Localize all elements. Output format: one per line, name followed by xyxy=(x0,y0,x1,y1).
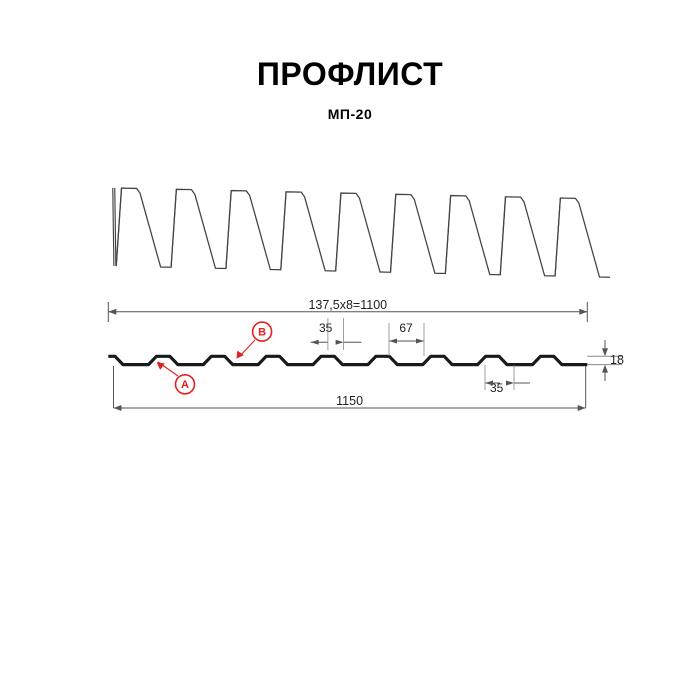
svg-text:67: 67 xyxy=(399,321,413,335)
svg-text:35: 35 xyxy=(319,321,333,335)
svg-text:18: 18 xyxy=(610,353,624,367)
svg-text:A: A xyxy=(181,379,189,391)
svg-text:1150: 1150 xyxy=(336,394,363,408)
svg-text:B: B xyxy=(258,327,266,339)
svg-text:137,5x8=1100: 137,5x8=1100 xyxy=(308,298,387,312)
